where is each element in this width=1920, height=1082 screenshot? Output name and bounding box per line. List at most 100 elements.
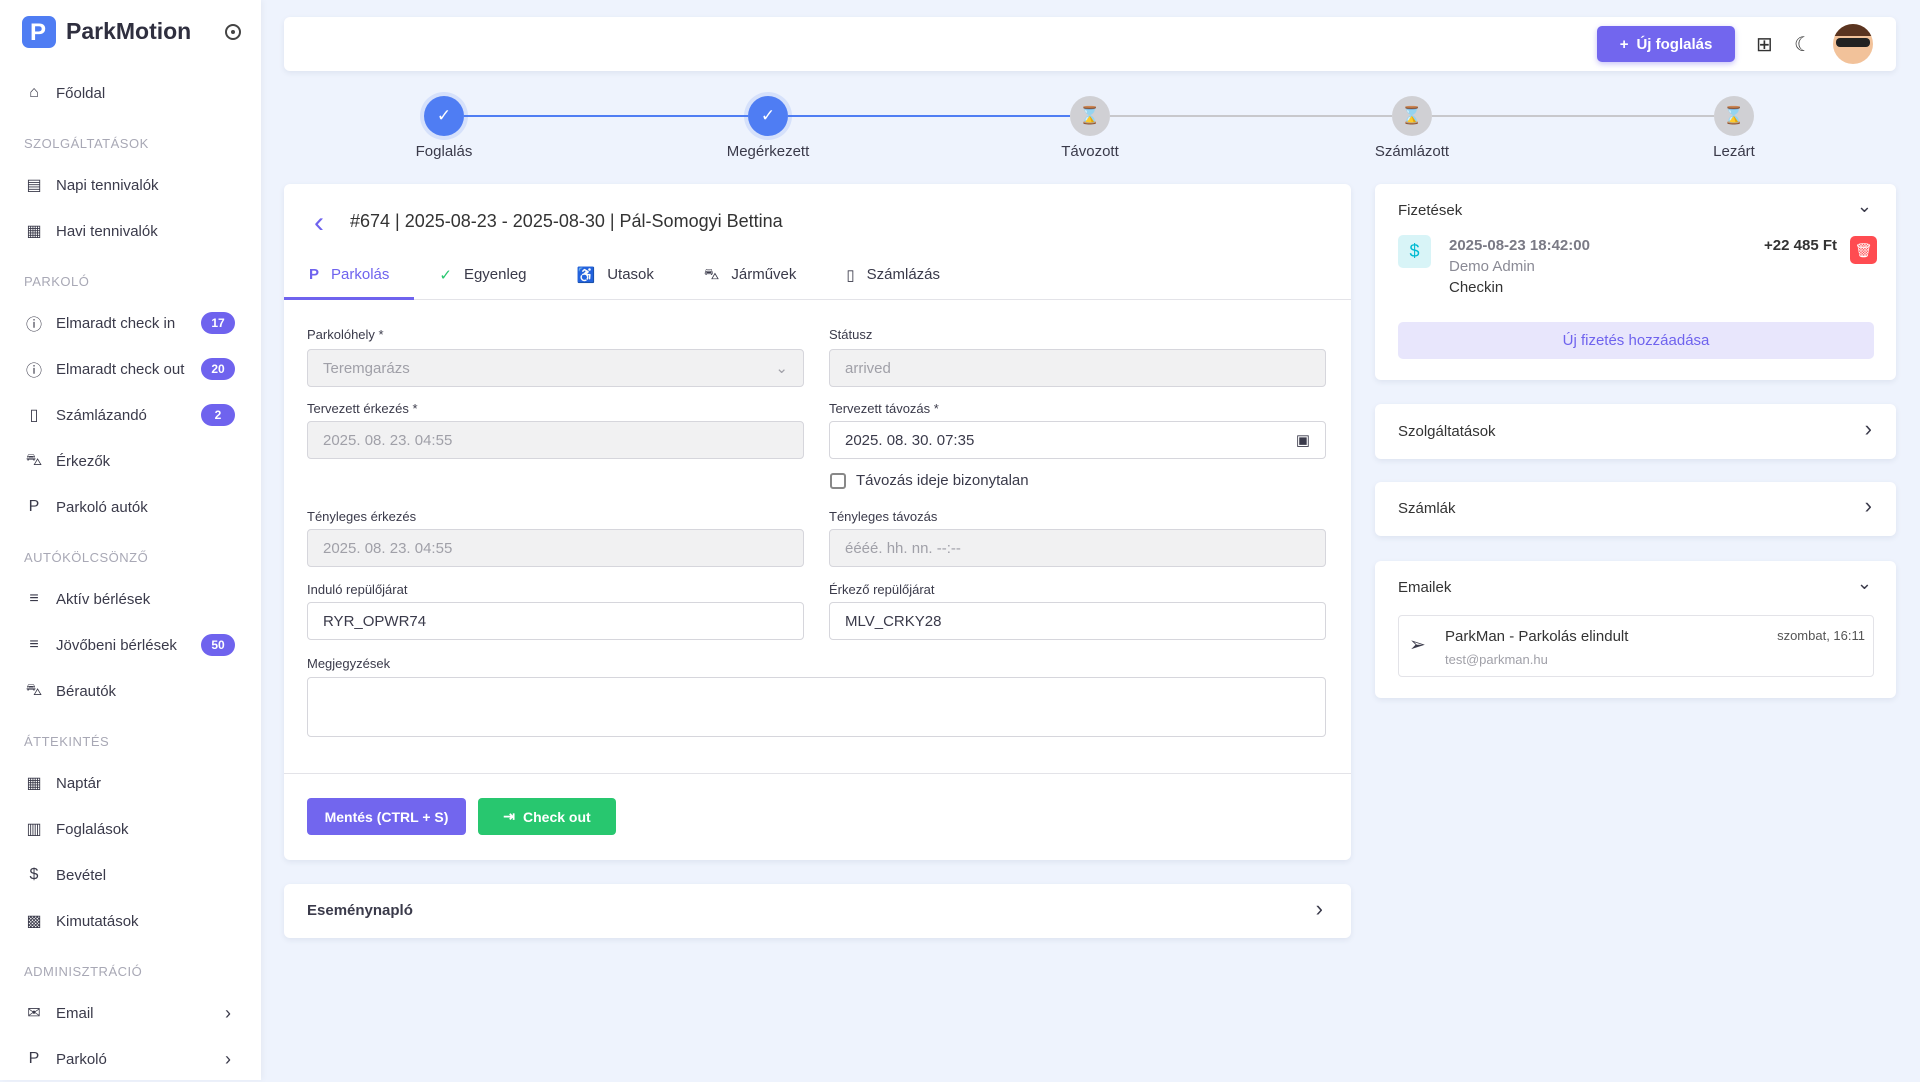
tab-label: Utasok xyxy=(607,266,654,283)
booking-tabs: P Parkolás ✓ Egyenleg ♿ Utasok ⛍ Járművek ▯ Száml… xyxy=(284,266,1351,300)
sidebar-item-label: Elmaradt check in xyxy=(56,314,176,332)
payments-panel: Fizetések ⌄ $ 2025-08-23 18:42:00 Demo A… xyxy=(1375,184,1896,380)
sidebar-item-napi-tennivalók[interactable]: ▤ Napi tennivalók xyxy=(0,162,261,208)
dollar-icon: $ xyxy=(1398,235,1431,268)
sidebar-item-parkoló[interactable]: P Parkoló › xyxy=(0,1036,261,1082)
alert-icon: ⓘ xyxy=(25,363,42,380)
payment-date: 2025-08-23 18:42:00 xyxy=(1449,237,1590,254)
logout-icon: ⇥ xyxy=(503,808,516,824)
sidebar-item-label: Bevétel xyxy=(56,866,107,884)
chevron-right-icon: › xyxy=(225,1048,231,1069)
actual-departure-label: Tényleges távozás xyxy=(829,509,938,524)
tab-egyenleg[interactable]: ✓ Egyenleg xyxy=(414,266,551,300)
sidebar-item-naptár[interactable]: ▦ Naptár xyxy=(0,760,261,806)
count-badge: 20 xyxy=(201,358,235,380)
planned-arrival-field: 2025. 08. 23. 04:55 xyxy=(307,421,804,459)
brand-name: ParkMotion xyxy=(66,18,192,44)
outbound-flight-label: Induló repülőjárat xyxy=(307,582,408,597)
sidebar-section-label: PARKOLÓ xyxy=(24,274,90,289)
tab-utasok[interactable]: ♿ Utasok xyxy=(552,266,679,300)
tab-icon: ♿ xyxy=(576,267,596,284)
sidebar-section-label: SZOLGÁLTATÁSOK xyxy=(24,136,149,151)
avatar[interactable] xyxy=(1833,24,1873,64)
inbound-flight-label: Érkező repülőjárat xyxy=(829,582,935,597)
sidebar-item-főoldal[interactable]: ⌂ Főoldal xyxy=(0,70,261,116)
calendar-icon: ▦ xyxy=(26,223,42,240)
chevron-right-icon: › xyxy=(1864,416,1872,441)
sidebar-item-havi-tennivalók[interactable]: ▦ Havi tennivalók xyxy=(0,208,261,254)
status-label: Státusz xyxy=(829,327,873,342)
count-badge: 2 xyxy=(201,404,235,426)
stepper-line xyxy=(1110,115,1392,117)
parking-select[interactable]: Teremgarázs ⌄ xyxy=(307,349,804,387)
receipt-icon: ▤ xyxy=(26,177,42,194)
sidebar-section-label: ÁTTEKINTÉS xyxy=(24,734,110,749)
sidebar-item-bevétel[interactable]: $ Bevétel xyxy=(0,852,261,898)
mail-icon: ✉ xyxy=(27,1005,41,1022)
step-hourglass-icon: ⌛ xyxy=(1070,96,1110,136)
emails-title: Emailek xyxy=(1398,579,1452,596)
uncertain-departure-checkbox[interactable] xyxy=(830,473,846,489)
step-hourglass-icon: ⌛ xyxy=(1714,96,1754,136)
calendar-icon: ▦ xyxy=(26,775,42,792)
dark-mode-moon-icon[interactable]: ☾ xyxy=(1794,34,1812,56)
sidebar-item-aktív-bérlések[interactable]: ≡ Aktív bérlések xyxy=(0,576,261,622)
dashboard-icon: ▩ xyxy=(26,913,42,930)
sidebar-item-label: Parkoló autók xyxy=(56,498,148,516)
tab-számlázás[interactable]: ▯ Számlázás xyxy=(821,266,965,300)
notes-textarea[interactable] xyxy=(307,677,1326,737)
calendar-icon[interactable]: ▣ xyxy=(1295,432,1310,449)
sidebar-item-label: Elmaradt check out xyxy=(56,360,185,378)
chevron-down-icon[interactable]: ⌄ xyxy=(1856,573,1872,593)
stepper-line xyxy=(1432,115,1714,117)
count-badge: 17 xyxy=(201,312,235,334)
email-item[interactable]: ➢ ParkMan - Parkolás elindult test@parkm… xyxy=(1398,615,1874,677)
sidebar-item-jövőbeni-bérlések[interactable]: ≡ Jövőbeni bérlések 50 xyxy=(0,622,261,668)
sidebar-item-label: Számlázandó xyxy=(56,406,147,424)
sidebar: ParkMotion ⌂ Főoldal SZOLGÁLTATÁSOK ▤ Napi t… xyxy=(0,0,261,1080)
sidebar-item-label: Aktív bérlések xyxy=(56,590,151,608)
chevron-right-icon: › xyxy=(1315,896,1323,921)
sidebar-item-label: Napi tennivalók xyxy=(56,176,159,194)
back-chevron-icon[interactable]: ‹ xyxy=(314,206,324,239)
event-log-panel[interactable]: Eseménynapló › xyxy=(284,884,1351,938)
sidebar-item-számlázandó[interactable]: ▯ Számlázandó 2 xyxy=(0,392,261,438)
services-panel[interactable]: Szolgáltatások › xyxy=(1375,404,1896,459)
services-title: Szolgáltatások xyxy=(1398,423,1496,440)
parkmotion-logo xyxy=(22,16,56,48)
sidebar-item-label: Bérautók xyxy=(56,682,117,700)
sidebar-item-érkezők[interactable]: ⛍ Érkezők xyxy=(0,438,261,484)
car-icon: ⛍ xyxy=(25,682,43,699)
new-booking-button[interactable]: + Új foglalás xyxy=(1597,26,1735,62)
checkout-button[interactable]: ⇥ Check out xyxy=(478,798,616,835)
sidebar-item-label: Érkezők xyxy=(56,452,111,470)
sidebar-item-bérautók[interactable]: ⛍ Bérautók xyxy=(0,668,261,714)
pin-sidebar-icon[interactable] xyxy=(225,24,241,40)
inbound-flight-input[interactable]: MLV_CRKY28 xyxy=(829,602,1326,640)
outbound-flight-input[interactable]: RYR_OPWR74 xyxy=(307,602,804,640)
save-button[interactable]: Mentés (CTRL + S) xyxy=(307,798,466,835)
sidebar-section-label: AUTÓKÖLCSÖNZŐ xyxy=(24,550,149,565)
add-payment-button[interactable]: Új fizetés hozzáadása xyxy=(1398,322,1874,359)
tab-parkolás[interactable]: P Parkolás xyxy=(284,266,415,300)
chevron-down-icon[interactable]: ⌄ xyxy=(1856,196,1872,216)
sidebar-item-parkoló-autók[interactable]: P Parkoló autók xyxy=(0,484,261,530)
sidebar-item-kimutatások[interactable]: ▩ Kimutatások xyxy=(0,898,261,944)
payments-title: Fizetések xyxy=(1398,202,1463,219)
apps-add-icon[interactable]: ⊞ xyxy=(1756,34,1773,56)
invoice-icon: ▯ xyxy=(29,407,39,424)
tab-járművek[interactable]: ⛍ Járművek xyxy=(679,266,822,300)
count-badge: 50 xyxy=(201,634,235,656)
sidebar-item-email[interactable]: ✉ Email › xyxy=(0,990,261,1036)
invoices-panel[interactable]: Számlák › xyxy=(1375,482,1896,536)
sidebar-item-elmaradt-check-out[interactable]: ⓘ Elmaradt check out 20 xyxy=(0,346,261,392)
step-hourglass-icon: ⌛ xyxy=(1392,96,1432,136)
delete-trash-icon[interactable]: 🗑 xyxy=(1850,236,1877,264)
planned-departure-input[interactable]: 2025. 08. 30. 07:35 ▣ xyxy=(829,421,1326,459)
sidebar-item-elmaradt-check-in[interactable]: ⓘ Elmaradt check in 17 xyxy=(0,300,261,346)
sidebar-item-foglalások[interactable]: ▥ Foglalások xyxy=(0,806,261,852)
tab-icon: P xyxy=(309,266,320,283)
stepper-line xyxy=(788,115,1070,117)
planned-arrival-label: Tervezett érkezés * xyxy=(307,401,418,416)
parking-label: Parkolóhely * xyxy=(307,327,384,342)
